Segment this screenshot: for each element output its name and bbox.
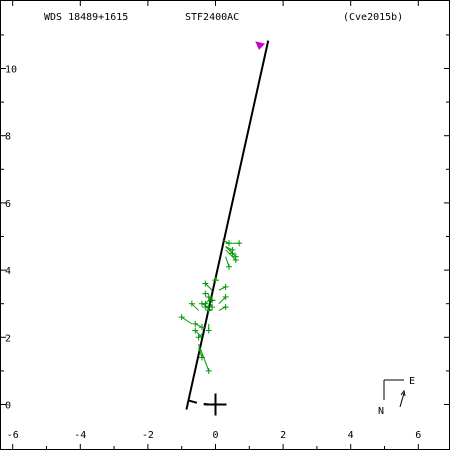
header-ref: (Cve2015b) (343, 12, 403, 23)
measure-residual-line (205, 296, 213, 305)
measure-residual-line (198, 343, 210, 372)
x-tick-label: -6 (7, 430, 19, 441)
compass-arrow-head (400, 389, 406, 397)
line-of-nodes-tick-right (203, 402, 209, 406)
x-tick-label: 6 (415, 430, 421, 441)
measure-residual-line (198, 347, 203, 358)
measure-residual-line (218, 306, 226, 311)
y-tick-label: 6 (5, 199, 11, 210)
measure-residual-line (181, 316, 193, 325)
x-tick-label: 2 (280, 430, 286, 441)
compass-north-label: N (378, 406, 384, 417)
compass-east-label: E (409, 376, 415, 387)
measure-residual-line (225, 246, 237, 258)
x-tick-label: 0 (212, 430, 218, 441)
header-disc: STF2400AC (185, 12, 239, 23)
measure-residual-line (208, 296, 213, 301)
x-tick-label: -4 (74, 430, 86, 441)
x-tick-label: -2 (142, 430, 154, 441)
measure-residual-line (225, 246, 233, 251)
measure-residual-line (208, 300, 213, 308)
y-tick-label: 4 (5, 266, 11, 277)
measure-residual-line (218, 286, 226, 291)
y-tick-label: 0 (5, 401, 11, 412)
measure-residual-line (198, 333, 203, 338)
y-tick-label: 2 (5, 333, 11, 344)
compass-motion-arrow (399, 392, 405, 408)
line-of-nodes-tick-left (188, 399, 198, 404)
y-tick-label: 10 (5, 65, 17, 76)
highlight-marker (255, 41, 266, 50)
measure-residual-line (205, 283, 213, 291)
measure-residual-line (222, 239, 230, 244)
measure-residual-line (225, 249, 237, 261)
highlight-marker-layer (255, 41, 266, 50)
primary-star-marker (188, 393, 227, 416)
measure-residual-line (194, 330, 203, 338)
measure-residual-line (191, 303, 199, 311)
header-wds: WDS 18489+1615 (44, 12, 128, 23)
x-tick-label: 4 (348, 430, 354, 441)
y-tick-label: 8 (5, 132, 11, 143)
measures-layer (178, 239, 243, 374)
measure-residual-line (194, 323, 203, 328)
measure-residual-line (225, 256, 230, 267)
measure-residual-line (218, 296, 226, 305)
compass: N E (378, 376, 415, 417)
